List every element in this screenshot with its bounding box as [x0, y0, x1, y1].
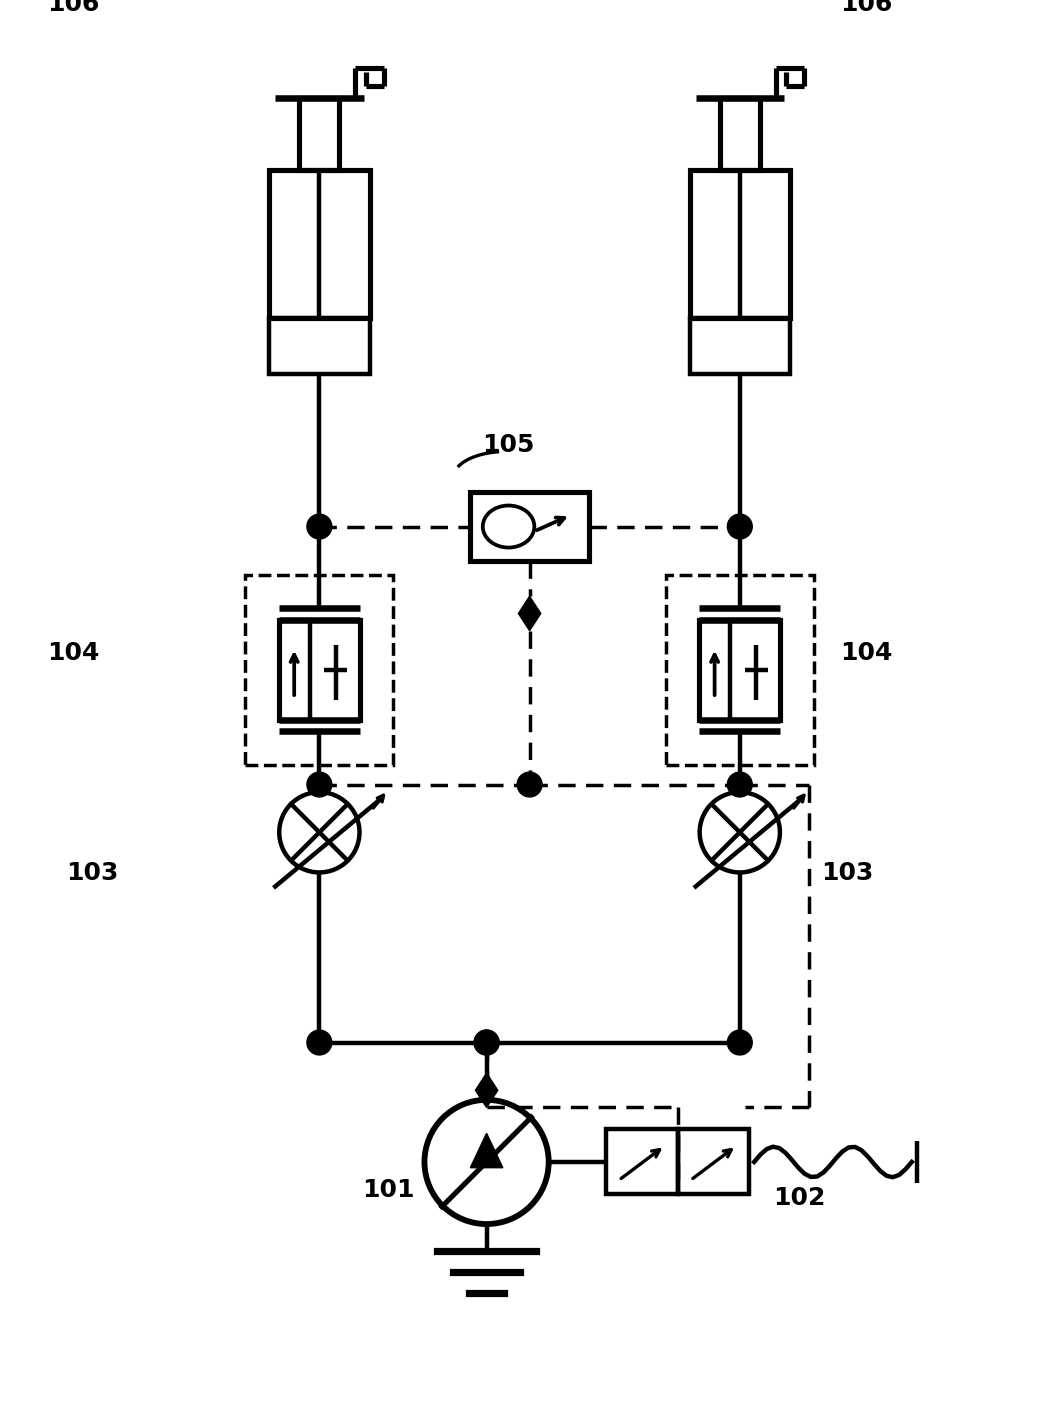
Polygon shape: [518, 597, 540, 630]
Circle shape: [474, 1030, 499, 1055]
Circle shape: [307, 514, 332, 539]
Circle shape: [307, 1030, 332, 1055]
Circle shape: [728, 1030, 753, 1055]
Bar: [270, 318, 370, 374]
Text: 102: 102: [773, 1186, 826, 1210]
Bar: [678, 1130, 750, 1195]
Text: 101: 101: [362, 1178, 415, 1203]
Text: 104: 104: [840, 642, 892, 666]
Bar: [689, 170, 790, 318]
Text: 103: 103: [67, 861, 119, 885]
Polygon shape: [476, 1074, 498, 1107]
Bar: [666, 575, 814, 765]
Circle shape: [728, 514, 753, 539]
Bar: [300, 98, 339, 170]
Bar: [279, 619, 360, 720]
Bar: [246, 575, 393, 765]
Bar: [469, 492, 589, 561]
Text: 106: 106: [840, 0, 892, 15]
Polygon shape: [471, 1133, 503, 1168]
Bar: [689, 318, 790, 374]
Bar: [700, 619, 781, 720]
Circle shape: [307, 772, 332, 796]
Bar: [606, 1130, 678, 1195]
Text: 106: 106: [47, 0, 100, 15]
Circle shape: [517, 772, 542, 796]
Bar: [270, 170, 370, 318]
Text: 105: 105: [482, 433, 534, 457]
Text: 104: 104: [47, 642, 100, 666]
Circle shape: [474, 1030, 499, 1055]
Text: 103: 103: [821, 861, 873, 885]
Bar: [719, 98, 760, 170]
Circle shape: [728, 772, 753, 796]
